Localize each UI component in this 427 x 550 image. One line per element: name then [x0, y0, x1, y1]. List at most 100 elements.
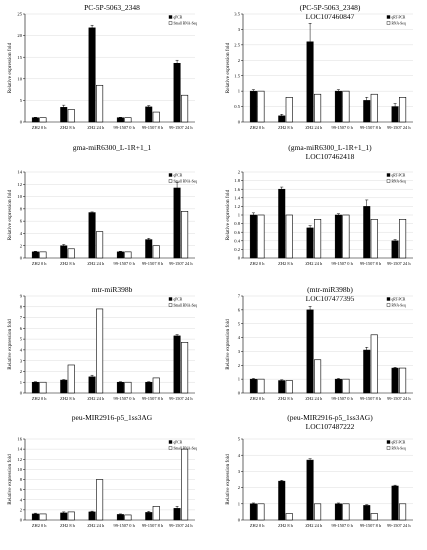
- bar-qpcr: [363, 349, 371, 394]
- bar-qpcr: [334, 378, 342, 394]
- chart-title: mtr-miR398b: [92, 285, 133, 294]
- y-tick-label: 25: [17, 12, 22, 17]
- legend-swatch: [386, 21, 391, 25]
- x-tick-label: ZH2 24 h: [305, 523, 323, 528]
- y-tick-label: 8: [20, 206, 23, 211]
- bar-qpcr: [173, 187, 181, 259]
- bar-sequencing: [285, 214, 293, 259]
- legend-swatch: [386, 179, 391, 183]
- bar-sequencing: [342, 378, 350, 394]
- x-tick-label: ZH2 24 h: [87, 261, 105, 266]
- bar-qpcr: [173, 62, 181, 123]
- y-tick-label: 0.6: [234, 230, 240, 235]
- y-tick-label: 6: [20, 326, 23, 331]
- bar-sequencing: [314, 503, 322, 521]
- y-tick-label: 2: [20, 243, 23, 248]
- bar-sequencing: [96, 231, 104, 259]
- chart-panel-5: mtr-miR398b 0 1 2 3 4 5 6 7 8 9 Relative expression…: [6, 285, 197, 401]
- bar-sequencing: [152, 111, 160, 123]
- y-tick-label: 15: [17, 55, 22, 60]
- x-tick-label: ZH2 0 h: [32, 523, 47, 528]
- y-tick-label: 7: [238, 294, 241, 299]
- bar-sequencing: [342, 503, 350, 521]
- y-tick-label: 3: [20, 358, 23, 363]
- bar-qpcr: [145, 106, 153, 123]
- y-axis-label: Relative expression fold: [6, 454, 13, 505]
- bar-qpcr: [116, 251, 124, 259]
- bar-sequencing: [152, 506, 160, 521]
- y-tick-label: 2: [238, 170, 241, 175]
- x-tick-label: ZH2 8 h: [278, 125, 293, 130]
- x-tick-label: ZH2 24 h: [87, 125, 105, 130]
- x-tick-label: 99-1507 8 h: [360, 125, 382, 130]
- legend-swatch: [386, 440, 391, 444]
- bar-qpcr: [249, 378, 257, 394]
- y-tick-label: 0.5: [234, 104, 240, 109]
- chart-panel-1: PC-5P-5063_2348 0 5 10 15 20 25 Relative expres…: [6, 3, 197, 130]
- bar-sequencing: [181, 342, 189, 394]
- chart-panel-2: (PC-5P-5063_2348)LOC107460847 0 0.5 1 1.5 2 2.…: [224, 3, 413, 130]
- bar-sequencing: [124, 381, 132, 394]
- bar-qpcr: [173, 508, 181, 521]
- y-tick-label: 3.5: [234, 12, 240, 17]
- bar-qpcr: [334, 503, 342, 521]
- legend-swatch: [168, 21, 173, 25]
- chart-panel-3: gma-miR6300_L-1R+1_1 0 2 4 6 8 10 12 14 Relative …: [6, 143, 197, 266]
- y-tick-label: 3: [238, 469, 241, 474]
- bar-sequencing: [96, 308, 104, 394]
- x-tick-label: ZH2 24 h: [87, 523, 105, 528]
- bar-qpcr: [306, 41, 314, 123]
- y-tick-label: 5: [20, 337, 23, 342]
- x-tick-label: 99-1507 24 h: [387, 261, 411, 266]
- y-tick-label: 1: [20, 380, 23, 385]
- bar-sequencing: [399, 219, 407, 259]
- y-axis-label: Relative expression fold: [6, 319, 13, 370]
- bar-qpcr: [145, 381, 153, 394]
- y-tick-label: 1: [238, 213, 241, 218]
- x-tick-label: ZH2 0 h: [32, 261, 47, 266]
- bar-sequencing: [152, 245, 160, 259]
- bar-qpcr: [391, 485, 399, 521]
- x-tick-label: ZH2 0 h: [250, 261, 265, 266]
- y-tick-label: 12: [17, 182, 22, 187]
- legend-label: Small RNA-Seq: [174, 304, 198, 308]
- x-tick-label: ZH2 0 h: [250, 125, 265, 130]
- legend-swatch: [386, 446, 391, 450]
- y-tick-label: 6: [20, 487, 23, 492]
- bar-sequencing: [257, 214, 265, 259]
- bar-sequencing: [370, 219, 378, 259]
- bar-qpcr: [88, 27, 96, 123]
- bar-qpcr: [60, 379, 68, 394]
- legend-label: qRT-PCR: [392, 16, 406, 20]
- y-tick-label: 0: [20, 256, 23, 261]
- x-tick-label: ZH2 24 h: [305, 396, 323, 401]
- legend-label: qRT-PCR: [392, 441, 406, 445]
- bar-qpcr: [334, 90, 342, 123]
- y-axis-label: Relative expression fold: [224, 42, 231, 93]
- bar-qpcr: [60, 512, 68, 521]
- legend-label: qPCR: [174, 298, 183, 302]
- y-tick-label: 1: [238, 377, 241, 382]
- legend-swatch: [386, 297, 391, 301]
- bar-qpcr: [116, 514, 124, 521]
- bar-qpcr: [363, 100, 371, 123]
- x-tick-label: 99-1507 8 h: [360, 523, 382, 528]
- bar-sequencing: [399, 503, 407, 521]
- x-tick-label: 99-1507 0 h: [114, 261, 136, 266]
- bar-sequencing: [67, 109, 75, 123]
- chart-panel-7: peu-MIR2916-p5_1ss3AG 0 2 4 6 8 10 12 14 16 Relati…: [6, 413, 197, 528]
- bar-qpcr: [145, 239, 153, 259]
- y-tick-label: 2: [238, 58, 241, 63]
- y-tick-label: 8: [20, 477, 23, 482]
- y-tick-label: 3: [238, 27, 241, 32]
- bar-sequencing: [399, 97, 407, 123]
- y-tick-label: 1.5: [234, 73, 240, 78]
- y-axis-label: Relative expression fold: [6, 42, 13, 93]
- x-tick-label: ZH2 0 h: [250, 523, 265, 528]
- x-tick-label: 99-1507 8 h: [142, 523, 164, 528]
- bar-qpcr: [306, 309, 314, 394]
- bar-qpcr: [31, 251, 39, 259]
- y-tick-label: 0.8: [234, 221, 240, 226]
- y-tick-label: 1: [238, 89, 241, 94]
- y-tick-label: 0: [238, 256, 241, 261]
